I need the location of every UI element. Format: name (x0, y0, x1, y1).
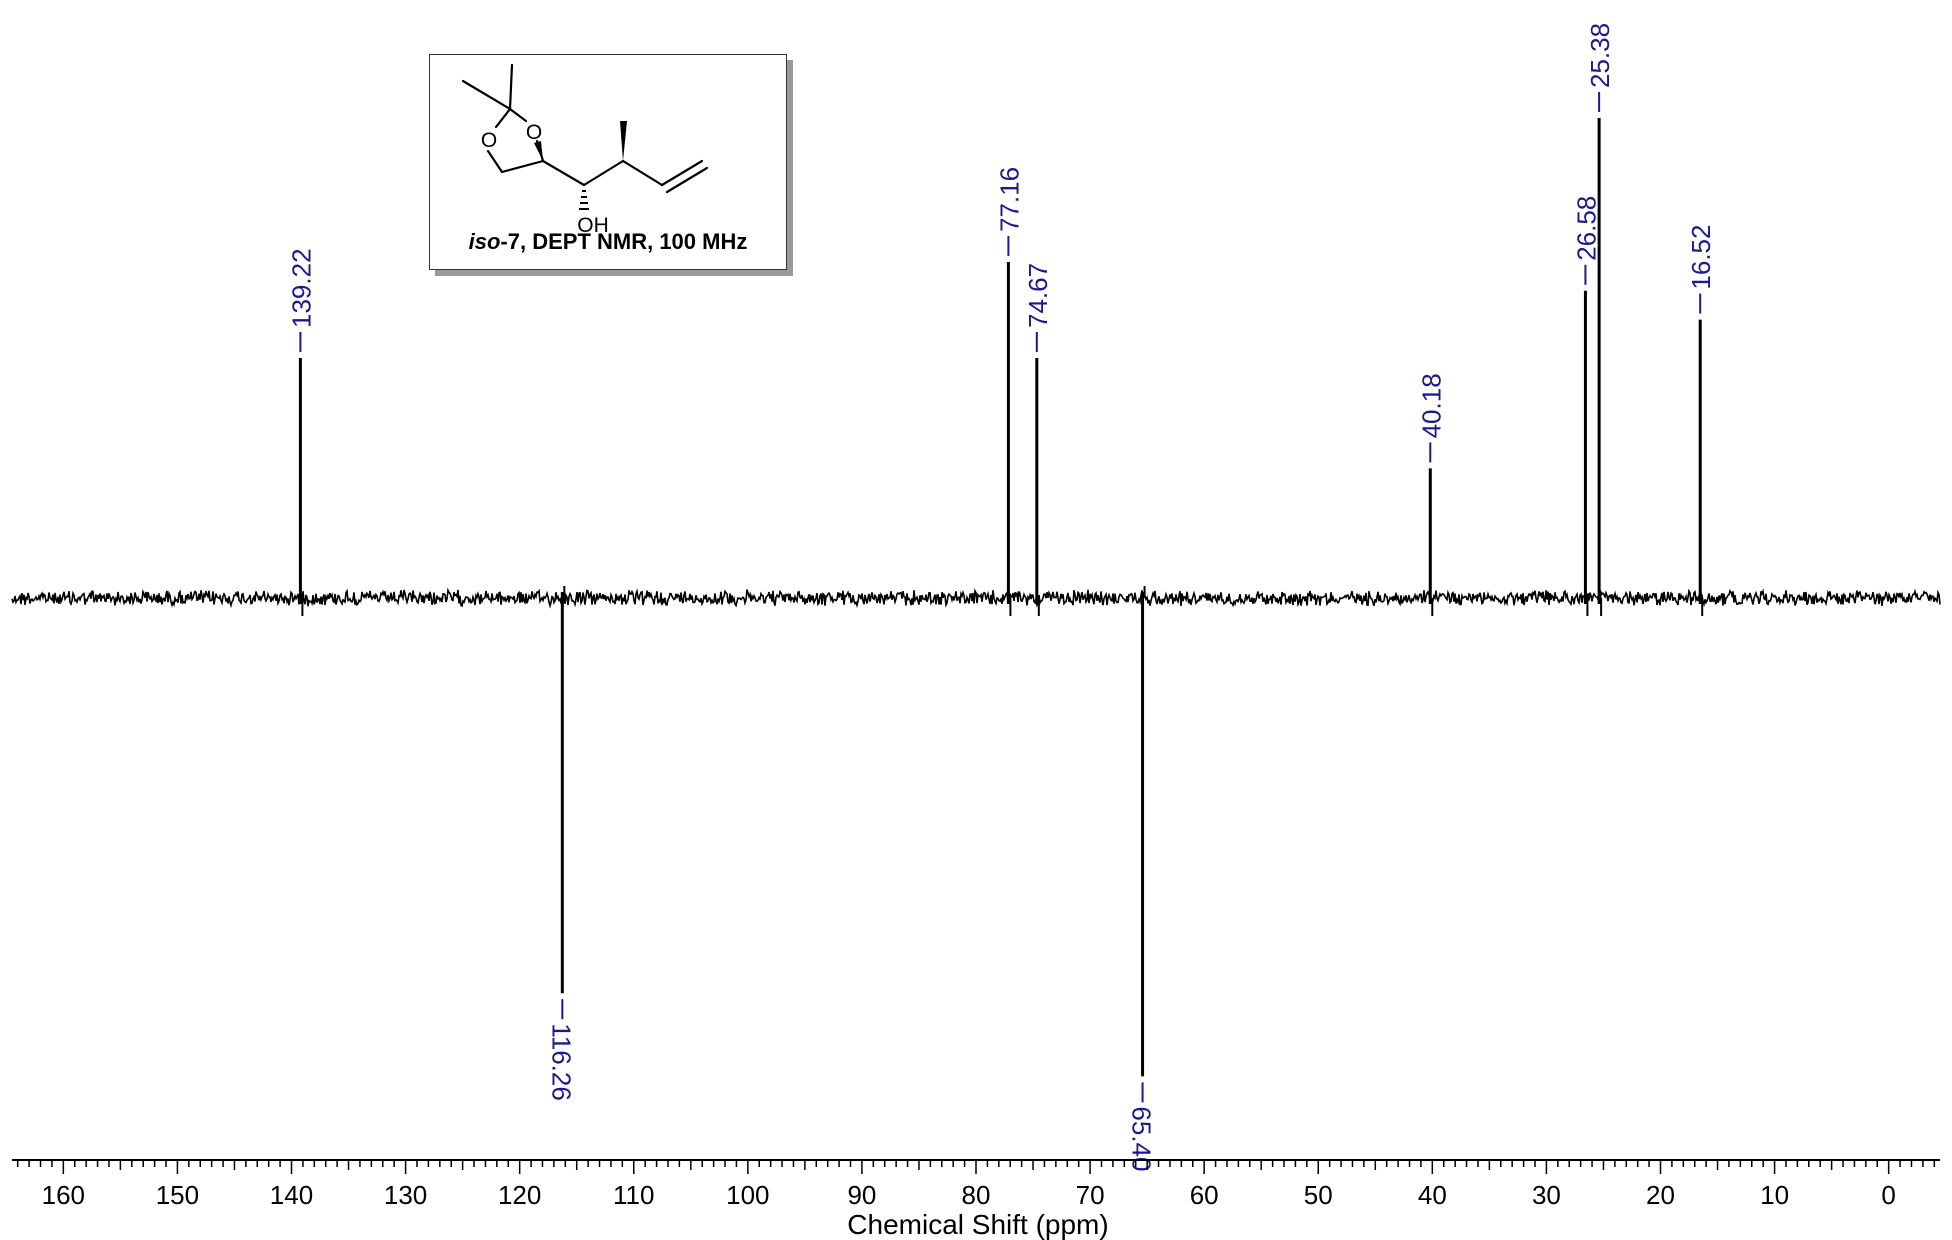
peak-label-74.67: 74.67 (1023, 263, 1053, 352)
peak-label-77.16: 77.16 (994, 167, 1024, 256)
peak-label-116.26: 116.26 (546, 999, 576, 1101)
x-tick-label: 100 (726, 1180, 769, 1210)
x-tick-label: 80 (962, 1180, 991, 1210)
x-tick-label: 10 (1760, 1180, 1789, 1210)
caption-italic-prefix: iso (468, 229, 501, 254)
structure-inset: O O OH iso-7, DEPT NMR, 100 MHz (429, 54, 787, 270)
x-tick-label: 110 (613, 1180, 654, 1210)
x-axis-title: Chemical Shift (ppm) (847, 1209, 1108, 1240)
caption-rest: -7, DEPT NMR, 100 MHz (500, 229, 748, 254)
peak-label-16.52: 16.52 (1686, 225, 1716, 314)
x-tick-label: 130 (384, 1180, 427, 1210)
x-tick-label: 70 (1076, 1180, 1105, 1210)
atom-o-ring-upper: O (526, 121, 542, 144)
x-tick-label: 60 (1190, 1180, 1219, 1210)
x-tick-label: 30 (1532, 1180, 1561, 1210)
peak-label-text-16.52: 16.52 (1686, 225, 1716, 290)
x-tick-label: 90 (847, 1180, 876, 1210)
peak-label-text-25.38: 25.38 (1585, 23, 1615, 88)
peak-label-26.58: 26.58 (1571, 196, 1601, 285)
peak-label-text-74.67: 74.67 (1023, 263, 1053, 328)
x-tick-label: 0 (1881, 1180, 1895, 1210)
spectrum-trace (11, 587, 1941, 609)
x-tick-label: 20 (1646, 1180, 1675, 1210)
peak-label-65.40: 65.40 (1127, 1082, 1157, 1171)
peak-label-text-77.16: 77.16 (994, 167, 1024, 232)
x-tick-label: 160 (42, 1180, 85, 1210)
peak-label-text-65.40: 65.40 (1127, 1106, 1157, 1171)
x-tick-label: 120 (498, 1180, 541, 1210)
inset-caption: iso-7, DEPT NMR, 100 MHz (430, 229, 786, 255)
molecule-structure: O O OH (461, 63, 709, 237)
atom-o-ring-lower: O (481, 129, 497, 152)
peak-label-40.18: 40.18 (1416, 373, 1446, 463)
peak-label-25.38: 25.38 (1585, 23, 1615, 112)
atom-oh: OH (577, 214, 609, 237)
peak-label-text-40.18: 40.18 (1416, 373, 1446, 438)
x-tick-label: 140 (270, 1180, 313, 1210)
peak-label-text-116.26: 116.26 (546, 1023, 576, 1101)
x-tick-label: 40 (1418, 1180, 1447, 1210)
peak-label-139.22: 139.22 (286, 248, 316, 352)
peak-label-text-26.58: 26.58 (1571, 196, 1601, 261)
x-tick-label: 50 (1304, 1180, 1333, 1210)
peak-label-text-139.22: 139.22 (286, 248, 316, 328)
x-tick-label: 150 (156, 1180, 199, 1210)
